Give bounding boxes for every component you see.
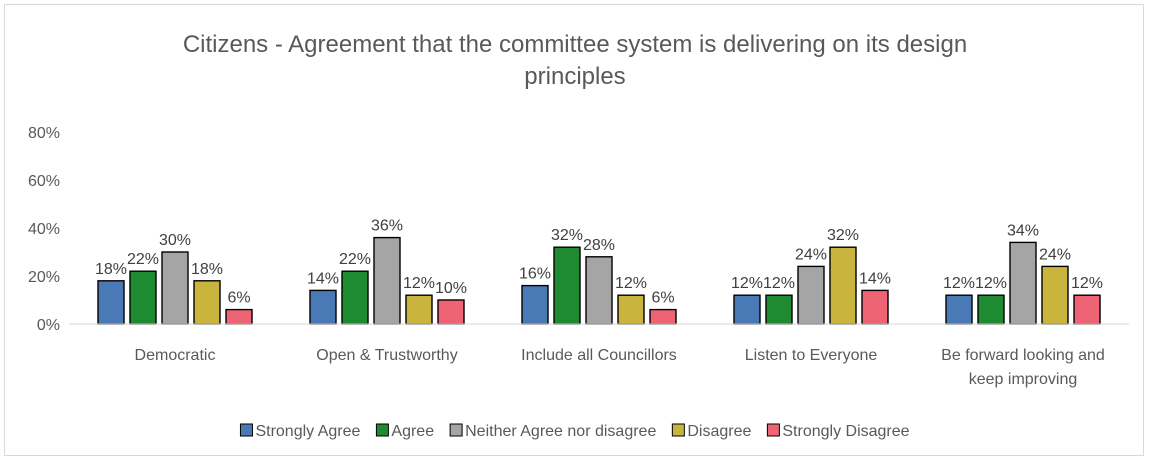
bar <box>193 280 221 325</box>
bar <box>309 289 337 325</box>
x-category-label: Open & Trustworthy <box>316 347 457 364</box>
data-label: 12% <box>975 275 1007 292</box>
legend-label: Strongly Agree <box>255 423 360 440</box>
data-label: 12% <box>1071 275 1103 292</box>
legend-swatch <box>449 423 463 437</box>
legend-item: Strongly Agree <box>239 423 361 440</box>
chart-title-line: principles <box>524 63 625 90</box>
legend-label: Neither Agree nor disagree <box>465 423 656 440</box>
bar <box>797 265 825 325</box>
bar <box>1073 294 1101 325</box>
legend-label: Strongly Disagree <box>782 423 909 440</box>
data-label: 22% <box>339 251 371 268</box>
x-category-label: Be forward looking and <box>941 347 1105 364</box>
data-label: 22% <box>127 251 159 268</box>
bar <box>861 289 889 325</box>
chart-title-line: Citizens - Agreement that the committee … <box>183 31 967 58</box>
data-label: 32% <box>827 227 859 244</box>
legend-item: Disagree <box>671 423 751 440</box>
chart-frame: Citizens - Agreement that the committee … <box>4 4 1144 456</box>
legend-swatch <box>766 423 780 437</box>
bar <box>521 284 549 325</box>
y-tick-label: 80% <box>28 125 60 142</box>
data-labels: 18%22%30%18%6%14%22%36%12% 10%16%32%28%12… <box>95 218 1103 307</box>
bar <box>649 308 677 325</box>
legend-label: Agree <box>391 423 434 440</box>
x-category-label: Include all Councillors <box>521 347 677 364</box>
bar <box>553 246 581 325</box>
bar <box>225 308 253 325</box>
bar <box>829 246 857 325</box>
x-category-label: Democratic <box>135 347 216 364</box>
data-label: 36% <box>371 218 403 235</box>
data-label: 12% <box>763 275 795 292</box>
y-tick-label: 0% <box>37 317 60 334</box>
data-label: 18% <box>95 261 127 278</box>
data-label: 34% <box>1007 222 1039 239</box>
bar <box>733 294 761 325</box>
data-label: 6% <box>227 290 250 307</box>
y-axis: 0% 20% 40% 60% 80% <box>28 125 60 334</box>
data-label: 24% <box>795 246 827 263</box>
data-label: 12% <box>943 275 975 292</box>
bar <box>977 294 1005 325</box>
x-category-label: keep improving <box>969 371 1078 388</box>
bar <box>437 299 465 325</box>
legend-item: Agree <box>375 423 434 440</box>
data-label: 6% <box>651 290 674 307</box>
bar <box>129 270 157 325</box>
data-label: 16% <box>519 266 551 283</box>
legend-swatch <box>375 423 389 437</box>
legend-swatch <box>239 423 253 437</box>
bar <box>161 251 189 325</box>
bar <box>405 294 433 325</box>
data-label: 14% <box>307 270 339 287</box>
bar-chart: Citizens - Agreement that the committee … <box>28 31 1129 440</box>
bars <box>97 236 1101 325</box>
data-label: 24% <box>1039 246 1071 263</box>
data-label: 18% <box>191 261 223 278</box>
legend-item: Neither Agree nor disagree <box>449 423 656 440</box>
data-label: 10% <box>435 280 467 297</box>
chart-title: Citizens - Agreement that the committee … <box>183 31 967 90</box>
bar <box>373 236 401 325</box>
x-category-label: Listen to Everyone <box>745 347 878 364</box>
bar <box>617 294 645 325</box>
bar <box>765 294 793 325</box>
y-tick-label: 20% <box>28 269 60 286</box>
y-tick-label: 40% <box>28 221 60 238</box>
bar <box>945 294 973 325</box>
bar <box>341 270 369 325</box>
legend: Strongly Agree Agree Neither Agree nor dis… <box>239 423 910 440</box>
x-axis: Democratic Open & Trustworthy Include all … <box>69 323 1129 388</box>
legend-item: Strongly Disagree <box>766 423 910 440</box>
data-label: 14% <box>859 270 891 287</box>
data-label: 12% <box>615 275 647 292</box>
bar <box>585 256 613 325</box>
data-label: 12% <box>403 275 435 292</box>
bar <box>97 280 125 325</box>
bar <box>1041 265 1069 325</box>
legend-label: Disagree <box>687 423 751 440</box>
data-label: 32% <box>551 227 583 244</box>
legend-swatch <box>671 423 685 437</box>
bar <box>1009 241 1037 325</box>
data-label: 28% <box>583 237 615 254</box>
data-label: 30% <box>159 232 191 249</box>
data-label: 12% <box>731 275 763 292</box>
y-tick-label: 60% <box>28 173 60 190</box>
